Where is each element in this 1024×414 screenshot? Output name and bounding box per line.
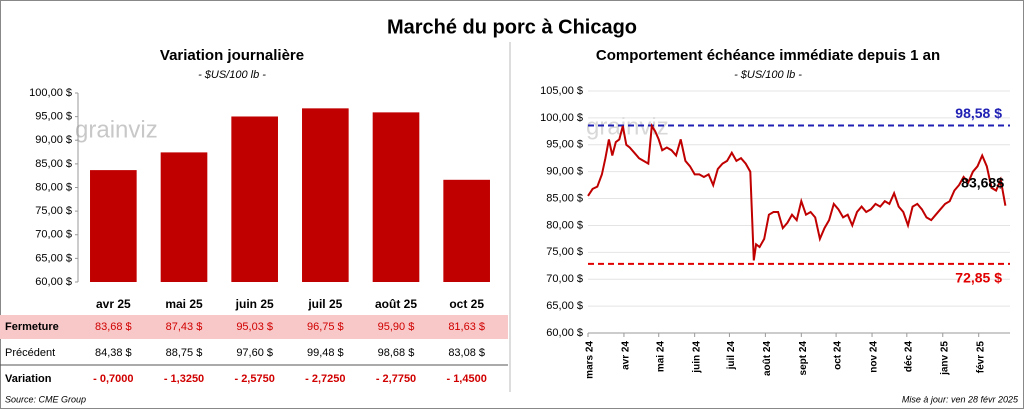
table-cell: 98,68 $: [378, 347, 415, 359]
x-tick-label: févr 25: [975, 341, 986, 374]
x-tick-label: nov 24: [869, 341, 880, 373]
y-tick-label: 60,00 $: [35, 276, 72, 288]
row-highlight: [0, 315, 508, 339]
table-cell: 83,08 $: [448, 347, 485, 359]
x-tick-label: mai 24: [655, 341, 666, 373]
main-title: Marché du porc à Chicago: [387, 16, 637, 38]
x-tick-label: avr 24: [621, 341, 632, 370]
x-tick-label: juin 25: [235, 297, 274, 311]
chart-subtitle: - $US/100 lb -: [198, 69, 266, 81]
table-cell: 99,48 $: [307, 347, 344, 359]
x-tick-label: juil 25: [307, 297, 342, 311]
bar: [302, 108, 349, 282]
y-tick-label: 90,00 $: [35, 134, 72, 146]
table-cell: 97,60 $: [236, 347, 273, 359]
last-label: 83,68$: [961, 174, 1004, 190]
y-tick-label: 65,00 $: [546, 300, 583, 312]
x-tick-label: janv 25: [939, 341, 950, 376]
source: Source: CME Group: [5, 394, 86, 404]
table-cell: - 1,3250: [164, 373, 204, 385]
x-tick-label: avr 25: [96, 297, 131, 311]
price-line: [587, 123, 1007, 261]
y-tick-label: 105,00 $: [540, 85, 583, 97]
table-cell: - 2,5750: [234, 373, 274, 385]
x-tick-label: août 25: [375, 297, 417, 311]
y-tick-label: 95,00 $: [35, 111, 72, 123]
chart-title: Comportement échéance immédiate depuis 1…: [596, 47, 940, 64]
y-tick-label: 75,00 $: [35, 205, 72, 217]
table-cell: - 2,7750: [376, 373, 416, 385]
x-tick-label: juin 24: [691, 341, 702, 374]
table-cell: 95,90 $: [378, 321, 415, 333]
table-cell: Fermeture: [5, 321, 59, 333]
x-tick-label: sept 24: [798, 341, 809, 376]
table-cell: 95,03 $: [236, 321, 273, 333]
x-tick-label: oct 25: [449, 297, 484, 311]
bar: [160, 152, 208, 282]
y-tick-label: 80,00 $: [35, 181, 72, 193]
x-tick-label: juil 24: [726, 341, 737, 371]
y-tick-label: 95,00 $: [546, 139, 583, 151]
table-cell: - 2,7250: [305, 373, 345, 385]
chart-subtitle: - $US/100 lb -: [734, 69, 802, 81]
chart-title: Variation journalière: [160, 47, 304, 64]
table-cell: Variation: [5, 373, 52, 385]
bar: [90, 170, 137, 282]
reference-label: 98,58 $: [955, 105, 1002, 121]
updated: Mise à jour: ven 28 févr 2025: [902, 394, 1019, 404]
y-tick-label: 75,00 $: [546, 246, 583, 258]
bar: [443, 179, 490, 282]
table-cell: 96,75 $: [307, 321, 344, 333]
y-tick-label: 60,00 $: [546, 327, 583, 339]
y-tick-label: 70,00 $: [35, 229, 72, 241]
table-cell: 88,75 $: [166, 347, 203, 359]
y-tick-label: 70,00 $: [546, 273, 583, 285]
bar: [231, 116, 278, 283]
table-cell: Précédent: [5, 347, 55, 359]
reference-label: 72,85 $: [955, 270, 1002, 286]
table-cell: 81,63 $: [448, 321, 485, 333]
x-tick-label: mars 24: [585, 341, 596, 379]
x-tick-label: mai 25: [165, 297, 203, 311]
y-tick-label: 80,00 $: [546, 219, 583, 231]
bar: [372, 112, 420, 282]
table-cell: 83,68 $: [95, 321, 132, 333]
y-tick-label: 100,00 $: [540, 112, 583, 124]
table-cell: - 0,7000: [93, 373, 133, 385]
table-cell: 84,38 $: [95, 347, 132, 359]
watermark: grainviz: [75, 116, 158, 143]
x-tick-label: déc 24: [903, 341, 914, 373]
y-tick-label: 90,00 $: [546, 166, 583, 178]
y-tick-label: 65,00 $: [35, 252, 72, 264]
y-tick-label: 100,00 $: [29, 87, 72, 99]
table-cell: - 1,4500: [446, 373, 486, 385]
y-tick-label: 85,00 $: [35, 158, 72, 170]
table-cell: 87,43 $: [166, 321, 203, 333]
x-tick-label: oct 24: [833, 341, 844, 370]
y-tick-label: 85,00 $: [546, 192, 583, 204]
x-tick-label: août 24: [762, 341, 773, 376]
